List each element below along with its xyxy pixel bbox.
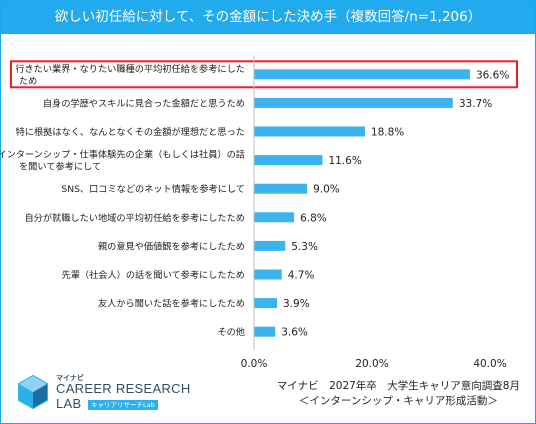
- data-label: 5.3%: [291, 241, 318, 253]
- bar: [254, 240, 286, 251]
- bar: [254, 155, 323, 166]
- bar: [254, 97, 453, 108]
- category-label: その他: [217, 326, 245, 338]
- data-label: 18.8%: [371, 127, 404, 139]
- data-label: 3.6%: [281, 327, 308, 339]
- data-label: 6.8%: [300, 212, 327, 224]
- source-note: マイナビ 2027年卒 大学生キャリア意向調査8月 ＜インターンシップ・キャリア…: [277, 379, 520, 409]
- category-label: 特に根拠はなく、なんとなくその金額が理想だと思った: [16, 126, 245, 138]
- tick-label: 0.0%: [241, 358, 268, 370]
- chart-title: 欲しい初任給に対して、その金額にした決め手（複数回答/n=1,206）: [1, 1, 535, 34]
- bar: [254, 269, 282, 280]
- category-label: 自分が就職したい地域の平均初任給を参考にしたため: [25, 212, 246, 224]
- highlight-box: [10, 60, 518, 89]
- logo-sub-text: キャリアリサーチLab: [88, 400, 158, 410]
- tick-label: 20.0%: [355, 358, 388, 370]
- category-label: ため: [19, 76, 37, 87]
- data-label: 4.7%: [288, 270, 315, 282]
- category-label: 友人から聞いた話を参考にしたため: [98, 298, 245, 310]
- tick-label: 40.0%: [473, 358, 506, 370]
- data-label: 36.6%: [476, 69, 509, 81]
- career-research-lab-logo: マイナビ CAREER RESEARCH LAB キャリアリサーチLab: [16, 370, 216, 414]
- category-label: 行きたい業界・なりたい職種の平均初任給を参考にした: [15, 63, 245, 75]
- data-label: 33.7%: [459, 98, 492, 110]
- bar: [254, 69, 470, 80]
- category-label: SNS、口コミなどのネット情報を参考にして: [61, 183, 245, 195]
- data-label: 3.9%: [283, 298, 310, 310]
- bar: [254, 212, 295, 223]
- source-line-2: ＜インターンシップ・キャリア形成活動＞: [298, 395, 498, 407]
- category-label: 先輩（社会人）の話を聞いて参考にしたため: [62, 269, 245, 281]
- bar: [254, 183, 308, 194]
- logo-lab-text: LAB: [56, 396, 82, 411]
- bar: [254, 126, 365, 137]
- data-label: 11.6%: [328, 155, 361, 167]
- data-label: 9.0%: [313, 184, 340, 196]
- category-label: 親の意見や価値観を参考にしたため: [98, 240, 245, 252]
- logo-brand-small: マイナビ: [56, 374, 84, 382]
- bar: [254, 298, 278, 309]
- logo-cube-icon: [18, 374, 48, 410]
- bar: [254, 326, 276, 337]
- category-label: を聞いて参考にして: [19, 161, 101, 173]
- category-label: 自身の学歴やスキルに見合った金額だと思うため: [43, 97, 245, 109]
- category-label: インターンシップ・仕事体験先の企業（もしくは社員）の話: [0, 149, 245, 161]
- logo-main-text: CAREER RESEARCH: [56, 381, 191, 396]
- source-line-1: マイナビ 2027年卒 大学生キャリア意向調査8月: [276, 380, 520, 392]
